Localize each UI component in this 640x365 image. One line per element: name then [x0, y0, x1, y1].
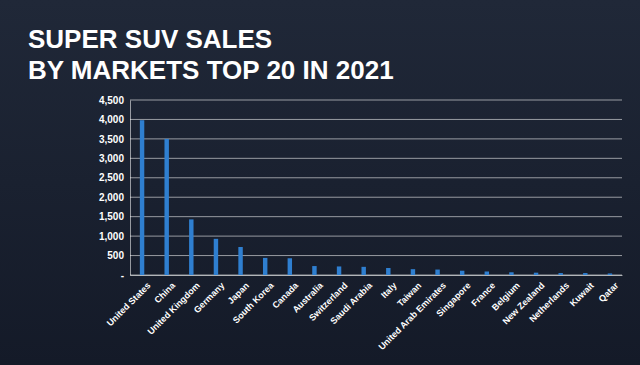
x-tick: Qatar: [597, 275, 621, 304]
y-axis-line: [130, 101, 131, 276]
bar: [509, 272, 513, 275]
x-tick-label: Kuwait: [568, 280, 596, 308]
bar: [583, 273, 587, 275]
bars: [140, 120, 612, 275]
grid-line: [130, 236, 622, 237]
grid-line: [130, 255, 622, 256]
x-tick: Netherlands: [527, 275, 571, 324]
y-tick-label: 1,000: [99, 231, 124, 242]
x-tick-label: New Zealand: [501, 280, 547, 326]
x-tick-label: United States: [105, 280, 153, 328]
x-tick-label: Qatar: [597, 280, 621, 304]
bar: [288, 258, 292, 275]
bar: [460, 271, 464, 275]
x-tick: Saudi Arabia: [328, 275, 374, 326]
bar: [214, 239, 218, 275]
grid-line: [130, 177, 622, 178]
y-tick: 2,000: [99, 192, 130, 203]
y-tick-label: 2,500: [99, 172, 124, 183]
x-tick-label: Singapore: [434, 280, 472, 318]
x-tick: Germany: [192, 275, 227, 315]
x-tick-label: United Arab Emirates: [376, 280, 448, 352]
bar: [263, 258, 267, 275]
bar: [534, 273, 538, 275]
x-tick: Italy: [379, 275, 399, 300]
y-tick: 4,000: [99, 114, 130, 125]
plot: - 500 1,000 1,500 2,000 2,500 3,000 3,500 4,000 4…: [99, 95, 623, 352]
grid-line: [130, 119, 622, 120]
title: SUPER SUV SALESBY MARKETS TOP 20 IN 2021: [28, 24, 394, 85]
y-tick-label: 2,000: [99, 192, 124, 203]
y-tick-label: 4,000: [99, 114, 124, 125]
x-tick-label: Netherlands: [527, 280, 571, 324]
bar: [558, 273, 562, 275]
title-line: SUPER SUV SALES: [28, 24, 272, 54]
y-tick-label: -: [121, 270, 124, 281]
grid-line: [130, 158, 622, 159]
bar: [435, 270, 439, 275]
grid-line: [130, 216, 622, 217]
bar: [608, 273, 612, 275]
grid-line: [130, 197, 622, 198]
y-tick-label: 3,500: [99, 134, 124, 145]
grid: [130, 100, 622, 275]
y-tick: 1,000: [99, 231, 130, 242]
bar: [361, 267, 365, 275]
bar: [386, 268, 390, 275]
title-line: BY MARKETS TOP 20 IN 2021: [28, 55, 394, 85]
grid-line: [130, 100, 622, 101]
y-tick: -: [121, 270, 130, 281]
bar: [189, 219, 193, 275]
x-axis-line: [131, 275, 623, 276]
x-tick: Kuwait: [568, 275, 596, 308]
y-tick-label: 500: [107, 250, 124, 261]
y-tick: 4,500: [99, 95, 130, 106]
y-tick-label: 3,000: [99, 153, 124, 164]
y-tick: 1,500: [99, 211, 130, 222]
bar: [140, 120, 144, 275]
x-tick: Singapore: [434, 275, 472, 319]
x-tick: South Korea: [231, 275, 277, 325]
y-tick: 3,000: [99, 153, 130, 164]
bar: [485, 272, 489, 276]
y-tick: 500: [107, 250, 130, 261]
background: [0, 0, 640, 365]
bar: [312, 266, 316, 275]
bar: [238, 247, 242, 275]
bar: [337, 266, 341, 275]
x-tick-label: Italy: [379, 280, 399, 300]
y-tick: 3,500: [99, 134, 130, 145]
y-tick-label: 1,500: [99, 211, 124, 222]
bar: [164, 139, 168, 275]
x-tick-label: South Korea: [231, 280, 277, 326]
x-tick-label: Saudi Arabia: [328, 280, 374, 326]
x-tick-label: Germany: [192, 280, 227, 315]
x-tick: United States: [105, 275, 153, 328]
y-axis: - 500 1,000 1,500 2,000 2,500 3,000 3,500 4,000 4…: [99, 95, 131, 281]
y-tick-label: 4,500: [99, 95, 124, 106]
grid-line: [130, 138, 622, 139]
chart: SUPER SUV SALESBY MARKETS TOP 20 IN 2021…: [0, 0, 640, 365]
y-tick: 2,500: [99, 172, 130, 183]
bar: [411, 269, 415, 275]
grid-line: [130, 275, 622, 276]
x-axis: United StatesChinaUnited KingdomGermanyJ…: [105, 275, 623, 352]
